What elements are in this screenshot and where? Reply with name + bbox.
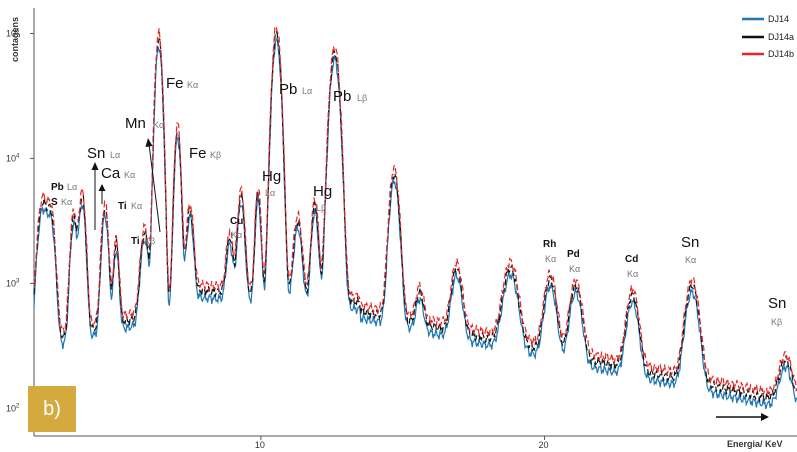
annotation-fe-ka: Fe Kα — [166, 75, 198, 92]
annotation-pb-la-s-ka-main: Pb — [51, 182, 64, 193]
legend-label-dj14b: DJ14b — [768, 49, 794, 59]
annotation-pb-lb: Pb Lβ — [333, 88, 367, 105]
annotation-sn-ka-main: Sn — [681, 234, 699, 251]
panel-label: b) — [28, 386, 76, 432]
annotation-ti-ka-main: Ti — [118, 201, 127, 212]
y-tick-label-1: 103 — [6, 278, 20, 288]
annotation-ti-ka: Ti Kα — [118, 201, 142, 212]
annotation-cu-ka-line: Kα — [231, 230, 242, 240]
annotation-mn-ka-main: Mn — [125, 115, 146, 132]
series-line-dj14a — [33, 30, 797, 403]
x-ticks: 10 20 — [255, 436, 549, 450]
annotation-mn-ka: Mn Kα — [125, 115, 164, 233]
annotation-pd-ka: Pd Kα — [567, 249, 580, 274]
annotation-ca-ka: Ca Kα — [98, 165, 135, 204]
legend: DJ14 DJ14a DJ14b — [734, 8, 797, 62]
annotation-pd-ka-main: Pd — [567, 249, 580, 260]
annotation-fe-kb-main: Fe — [189, 145, 207, 162]
annotation-ti-kb: Ti Kβ — [131, 236, 155, 247]
x-tick-label-1: 20 — [539, 440, 549, 450]
annotation-rh-ka: Rh Kα — [543, 239, 556, 264]
peak-annotations: Pb Lα S Kα Sn Lα Ca Kα Ti Kα Ti Kβ Mn Kα — [51, 75, 786, 327]
annotation-sn-la: Sn Lα — [87, 145, 120, 230]
annotation-fe-kb: Fe Kβ — [189, 145, 221, 162]
annotation-ca-ka-main: Ca — [101, 165, 121, 182]
annotation-pb-lb-line: Lβ — [357, 93, 367, 103]
annotation-cu-ka-main: Cu — [230, 216, 243, 227]
annotation-rh-ka-main: Rh — [543, 239, 556, 250]
annotation-hg-lb: Hg Lβ — [313, 183, 332, 213]
annotation-ti-kb-line: Kβ — [144, 236, 155, 246]
annotation-fe-kb-line: Kβ — [210, 150, 221, 160]
annotation-sn-ka-line: Kα — [685, 255, 696, 265]
annotation-sn-ka: Sn Kα — [681, 234, 699, 265]
annotation-pb-la-main: Pb — [279, 81, 297, 98]
annotation-cd-ka-line: Kα — [627, 269, 638, 279]
annotation-pb-la-s-ka-main2: S — [51, 197, 58, 208]
annotation-ti-ka-line: Kα — [131, 201, 142, 211]
annotation-pb-la-line: Lα — [302, 86, 312, 96]
x-axis-label: Energia/ KeV — [727, 439, 783, 449]
annotation-cu-ka: Cu Kα — [230, 216, 243, 240]
annotation-hg-lb-line: Lβ — [316, 203, 326, 213]
annotation-hg-la: Hg Lα — [262, 168, 281, 198]
annotation-mn-ka-line: Kα — [153, 120, 164, 130]
annotation-pd-ka-line: Kα — [569, 264, 580, 274]
annotation-cd-ka-main: Cd — [625, 254, 638, 265]
series-line-dj14 — [33, 36, 797, 410]
annotation-mn-ka-arrow — [148, 143, 161, 233]
annotation-hg-la-main: Hg — [262, 168, 281, 185]
series-line-dj14b — [33, 26, 797, 397]
legend-label-dj14: DJ14 — [768, 14, 789, 24]
x-tick-label-0: 10 — [255, 440, 265, 450]
annotation-hg-la-line: Lα — [265, 188, 275, 198]
annotation-hg-lb-main: Hg — [313, 183, 332, 200]
annotation-rh-ka-line: Kα — [545, 254, 556, 264]
y-tick-label-2: 104 — [6, 153, 20, 163]
annotation-fe-ka-line: Kα — [187, 80, 198, 90]
annotation-pb-la-s-ka-line2: Kα — [61, 197, 72, 207]
annotation-ca-ka-arrow-head — [98, 184, 106, 191]
annotation-sn-kb-line: Kβ — [771, 317, 782, 327]
series-layer — [33, 26, 797, 410]
y-axis-label: contagens — [10, 17, 20, 62]
annotation-sn-kb: Sn Kβ — [768, 295, 786, 327]
annotation-sn-la-main: Sn — [87, 145, 105, 162]
energy-direction-arrow-head — [761, 413, 769, 421]
legend-entry-dj14b: DJ14b — [742, 49, 794, 59]
legend-label-dj14a: DJ14a — [768, 32, 794, 42]
y-tick-label-3: 105 — [6, 29, 20, 39]
annotation-sn-la-line: Lα — [110, 150, 120, 160]
legend-entry-dj14: DJ14 — [742, 14, 789, 24]
annotation-mn-ka-arrow-head — [145, 138, 153, 147]
annotation-pb-la: Pb Lα — [279, 81, 312, 98]
annotation-pb-la-s-ka: Pb Lα S Kα — [51, 182, 77, 208]
y-tick-label-0: 102 — [6, 403, 20, 413]
annotation-sn-la-arrow-head — [91, 162, 99, 170]
annotation-pb-la-s-ka-line: Lα — [67, 182, 77, 192]
axes: contagens Energia/ KeV — [10, 8, 797, 449]
y-ticks: 102 103 104 105 — [6, 29, 34, 413]
annotation-ti-kb-main: Ti — [131, 236, 140, 247]
annotation-sn-kb-main: Sn — [768, 295, 786, 312]
annotation-cd-ka: Cd Kα — [625, 254, 638, 279]
legend-entry-dj14a: DJ14a — [742, 32, 794, 42]
annotation-ca-ka-line: Kα — [124, 170, 135, 180]
annotation-pb-lb-main: Pb — [333, 88, 351, 105]
annotation-fe-ka-main: Fe — [166, 75, 184, 92]
